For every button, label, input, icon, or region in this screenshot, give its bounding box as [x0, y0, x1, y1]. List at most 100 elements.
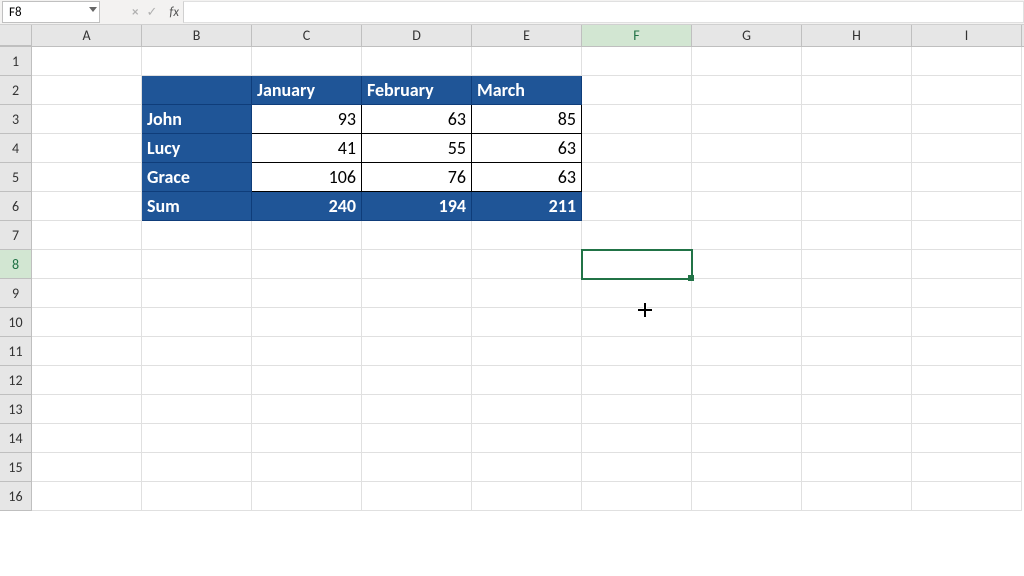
cell-C8[interactable] [252, 250, 362, 279]
cell-C1[interactable] [252, 47, 362, 76]
cell-I12[interactable] [912, 366, 1022, 395]
cell-D12[interactable] [362, 366, 472, 395]
cell-G8[interactable] [692, 250, 802, 279]
cell-E7[interactable] [472, 221, 582, 250]
cell-G3[interactable] [692, 105, 802, 134]
cell-G14[interactable] [692, 424, 802, 453]
cell-A16[interactable] [32, 482, 142, 511]
row-header-9[interactable]: 9 [0, 279, 32, 308]
cell-I2[interactable] [912, 76, 1022, 105]
formula-bar-input[interactable] [183, 1, 1024, 23]
cell-G16[interactable] [692, 482, 802, 511]
row-header-1[interactable]: 1 [0, 47, 32, 76]
cell-G4[interactable] [692, 134, 802, 163]
cell-A7[interactable] [32, 221, 142, 250]
cell-F7[interactable] [582, 221, 692, 250]
cell-I5[interactable] [912, 163, 1022, 192]
cell-H6[interactable] [802, 192, 912, 221]
cell-G11[interactable] [692, 337, 802, 366]
cell-E16[interactable] [472, 482, 582, 511]
cell-C10[interactable] [252, 308, 362, 337]
cell-E1[interactable] [472, 47, 582, 76]
cell-E12[interactable] [472, 366, 582, 395]
cell-H11[interactable] [802, 337, 912, 366]
cell-H7[interactable] [802, 221, 912, 250]
select-all-corner[interactable] [0, 25, 32, 46]
cell-B8[interactable] [142, 250, 252, 279]
cell-A1[interactable] [32, 47, 142, 76]
cell-I9[interactable] [912, 279, 1022, 308]
column-header-a[interactable]: A [32, 25, 142, 46]
column-header-e[interactable]: E [472, 25, 582, 46]
name-box-dropdown-icon[interactable] [89, 7, 97, 12]
cell-C16[interactable] [252, 482, 362, 511]
cell-H15[interactable] [802, 453, 912, 482]
cell-C2[interactable]: January [252, 76, 362, 105]
cell-D5[interactable]: 76 [362, 163, 472, 192]
cell-G15[interactable] [692, 453, 802, 482]
cell-G6[interactable] [692, 192, 802, 221]
cell-C6[interactable]: 240 [252, 192, 362, 221]
cell-A5[interactable] [32, 163, 142, 192]
cell-E10[interactable] [472, 308, 582, 337]
row-header-3[interactable]: 3 [0, 105, 32, 134]
cell-F2[interactable] [582, 76, 692, 105]
cell-H1[interactable] [802, 47, 912, 76]
cell-C4[interactable]: 41 [252, 134, 362, 163]
row-header-12[interactable]: 12 [0, 366, 32, 395]
cell-I7[interactable] [912, 221, 1022, 250]
row-header-4[interactable]: 4 [0, 134, 32, 163]
cell-E4[interactable]: 63 [472, 134, 582, 163]
cell-G5[interactable] [692, 163, 802, 192]
cell-I3[interactable] [912, 105, 1022, 134]
row-header-15[interactable]: 15 [0, 453, 32, 482]
cell-D6[interactable]: 194 [362, 192, 472, 221]
cell-I14[interactable] [912, 424, 1022, 453]
cell-G9[interactable] [692, 279, 802, 308]
cell-E5[interactable]: 63 [472, 163, 582, 192]
column-header-c[interactable]: C [252, 25, 362, 46]
row-header-14[interactable]: 14 [0, 424, 32, 453]
cell-D4[interactable]: 55 [362, 134, 472, 163]
cell-F13[interactable] [582, 395, 692, 424]
cell-E8[interactable] [472, 250, 582, 279]
cell-H3[interactable] [802, 105, 912, 134]
cell-A3[interactable] [32, 105, 142, 134]
cell-B15[interactable] [142, 453, 252, 482]
cell-H4[interactable] [802, 134, 912, 163]
cell-F14[interactable] [582, 424, 692, 453]
cell-F16[interactable] [582, 482, 692, 511]
cell-A10[interactable] [32, 308, 142, 337]
cell-I4[interactable] [912, 134, 1022, 163]
cell-C3[interactable]: 93 [252, 105, 362, 134]
cell-E14[interactable] [472, 424, 582, 453]
row-header-2[interactable]: 2 [0, 76, 32, 105]
cell-E3[interactable]: 85 [472, 105, 582, 134]
cell-B6[interactable]: Sum [142, 192, 252, 221]
cell-A12[interactable] [32, 366, 142, 395]
cell-D13[interactable] [362, 395, 472, 424]
row-header-11[interactable]: 11 [0, 337, 32, 366]
cell-G13[interactable] [692, 395, 802, 424]
cell-A14[interactable] [32, 424, 142, 453]
fill-handle[interactable] [688, 275, 694, 281]
row-header-16[interactable]: 16 [0, 482, 32, 511]
cell-B12[interactable] [142, 366, 252, 395]
cell-E9[interactable] [472, 279, 582, 308]
cell-E6[interactable]: 211 [472, 192, 582, 221]
column-header-g[interactable]: G [692, 25, 802, 46]
cell-D1[interactable] [362, 47, 472, 76]
cell-D7[interactable] [362, 221, 472, 250]
cell-A13[interactable] [32, 395, 142, 424]
row-header-5[interactable]: 5 [0, 163, 32, 192]
cell-A15[interactable] [32, 453, 142, 482]
cell-I16[interactable] [912, 482, 1022, 511]
cell-G7[interactable] [692, 221, 802, 250]
cell-B10[interactable] [142, 308, 252, 337]
cell-B5[interactable]: Grace [142, 163, 252, 192]
cell-D10[interactable] [362, 308, 472, 337]
cell-C13[interactable] [252, 395, 362, 424]
cell-C7[interactable] [252, 221, 362, 250]
cell-A11[interactable] [32, 337, 142, 366]
cell-I1[interactable] [912, 47, 1022, 76]
